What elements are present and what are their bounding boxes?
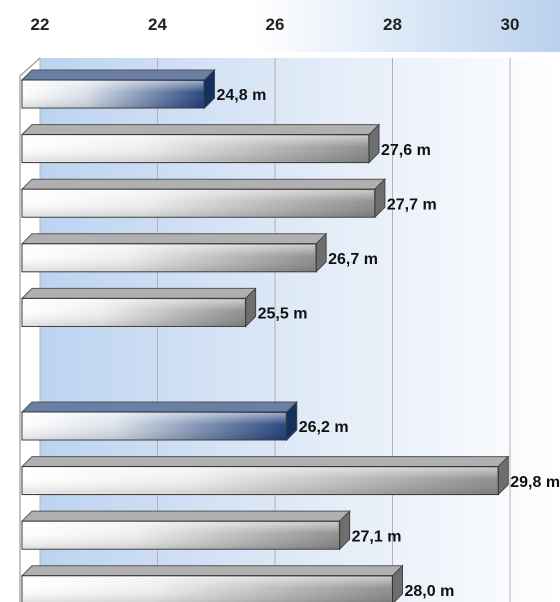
data-label: 27,7 m <box>387 196 437 213</box>
x-tick-label: 28 <box>383 15 402 34</box>
bar: 27,6 m <box>20 123 431 164</box>
data-label: 24,8 m <box>217 87 267 104</box>
bar: 27,1 m <box>20 509 402 551</box>
bar-top-face <box>20 565 404 577</box>
header-band <box>0 0 560 52</box>
bar-shine <box>23 81 204 107</box>
bar-shine <box>23 412 286 439</box>
bar-top-face <box>20 69 216 81</box>
bar-shine <box>23 467 498 494</box>
bar-shine <box>23 576 392 602</box>
bar-top-face <box>20 401 298 413</box>
bar-shine <box>23 135 368 162</box>
plot-frame-left <box>19 57 41 602</box>
data-label: 26,7 m <box>328 251 378 268</box>
data-label: 25,5 m <box>258 306 308 323</box>
bar: 25,5 m <box>20 287 308 328</box>
bar: 28,0 m <box>20 564 455 602</box>
data-label: 27,1 m <box>352 528 402 545</box>
x-tick-label: 24 <box>148 15 167 34</box>
data-label: 26,2 m <box>299 419 349 436</box>
bar-shine <box>23 299 245 326</box>
bar-top-face <box>20 287 257 299</box>
x-tick-label: 26 <box>266 15 285 34</box>
bar: 27,7 m <box>20 177 437 219</box>
bar-top-face <box>20 233 328 245</box>
bar-shine <box>23 244 316 271</box>
x-axis-ticks: 22 24 26 28 30 <box>31 15 520 34</box>
bar: 26,7 m <box>20 232 378 274</box>
data-label: 29,8 m <box>510 474 560 491</box>
bar: 24,8 m <box>20 68 267 110</box>
bar-shine <box>23 522 339 549</box>
bar: 29,8 m <box>20 455 560 496</box>
x-tick-label: 22 <box>31 15 50 34</box>
bar-top-face <box>20 178 387 190</box>
bar-shine <box>23 190 374 217</box>
data-label: 27,6 m <box>381 142 431 159</box>
bars: 24,8 m 27,6 m 27,7 m 26,7 m 25,5 m 26,2 m 29,8… <box>20 68 560 602</box>
bar: 26,2 m <box>20 400 349 442</box>
bar-top-face <box>20 510 351 522</box>
data-label: 28,0 m <box>405 583 455 600</box>
bar-top-face <box>20 456 510 468</box>
x-tick-label: 30 <box>501 15 520 34</box>
bar-top-face <box>20 124 381 136</box>
